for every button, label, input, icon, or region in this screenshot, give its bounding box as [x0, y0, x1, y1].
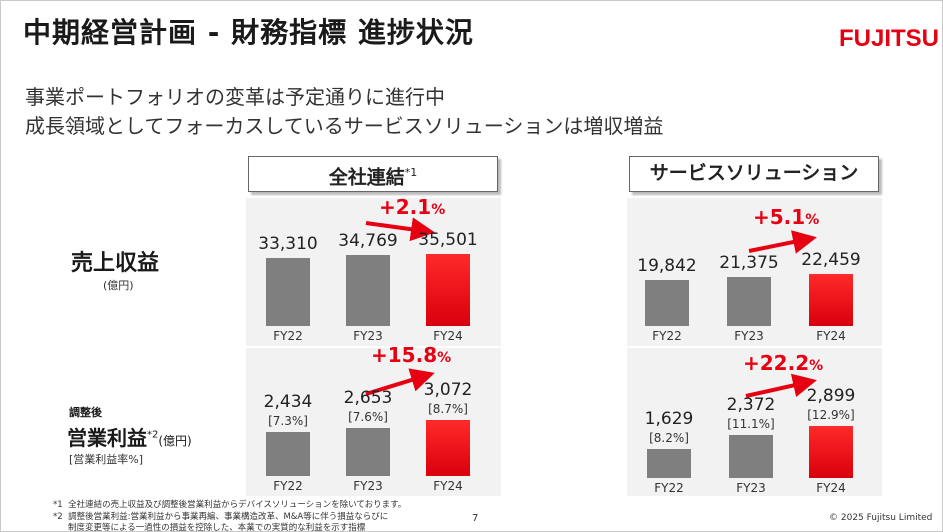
margin-label-service-profit-fy24: [12.9%]	[807, 408, 855, 422]
value-label-consolidated-profit-fy23: 2,653	[343, 388, 393, 408]
growth-arrow-service-profit	[745, 373, 817, 398]
x-label-service-revenue-fy23: FY23	[734, 329, 764, 343]
margin-label-consolidated-profit-fy22: [7.3%]	[268, 414, 308, 428]
value-label-service-revenue-fy24: 22,459	[801, 250, 861, 270]
bar-consolidated-revenue-fy23	[346, 255, 390, 326]
footnote-2-line-2: 制度変更等による一過性の損益を控除した、本業での実質的な利益を示す指標	[68, 523, 366, 532]
section-header-consolidated: 全社連結*1	[248, 156, 498, 192]
value-label-consolidated-revenue-fy22: 33,310	[258, 234, 318, 254]
page-number: 7	[472, 513, 479, 524]
footnote-1-mark: *1	[53, 500, 63, 510]
bar-consolidated-revenue-fy22	[266, 258, 310, 326]
growth-service-revenue-value: +5.1	[753, 205, 806, 229]
growth-service-profit-unit: %	[809, 358, 824, 374]
growth-consolidated-profit-unit: %	[437, 350, 452, 366]
margin-label-consolidated-profit-fy23: [7.6%]	[348, 410, 388, 424]
revenue-label: 売上収益	[71, 251, 160, 276]
x-label-service-revenue-fy24: FY24	[816, 329, 846, 343]
bar-service-revenue-fy24	[809, 274, 853, 326]
x-label-service-profit-fy23: FY23	[736, 481, 766, 495]
margin-label-service-profit-fy23: [11.1%]	[727, 417, 775, 431]
bar-service-profit-fy22	[647, 449, 691, 478]
growth-arrow-consolidated-profit	[365, 368, 435, 396]
growth-consolidated-revenue-value: +2.1	[379, 195, 432, 219]
bar-service-revenue-fy22	[645, 280, 689, 326]
growth-service-profit-value: +22.2	[743, 351, 810, 375]
profit-prefix: 調整後	[69, 406, 102, 419]
section-label-consolidated: 全社連結	[328, 166, 405, 189]
footnote-2-text-1: 調整後営業利益:営業利益から事業再編、事業構造改革、M&A等に伴う損益ならびに	[68, 512, 389, 522]
footnote-1: *1 全社連結の売上収益及び調整後営業利益からデバイスソリューションを除いており…	[53, 498, 406, 510]
x-label-service-revenue-fy22: FY22	[652, 329, 682, 343]
growth-service-revenue-unit: %	[805, 212, 820, 228]
lead-line-1: 事業ポートフォリオの変革は予定通りに進行中	[25, 85, 445, 109]
x-label-consolidated-revenue-fy22: FY22	[273, 329, 303, 343]
revenue-unit: (億円)	[103, 279, 134, 292]
footnote-mark-2: *2	[147, 429, 159, 441]
bar-service-profit-fy24	[809, 426, 853, 478]
growth-arrow-consolidated-revenue	[365, 217, 435, 242]
profit-label: 営業利益	[67, 426, 147, 450]
bar-consolidated-revenue-fy24	[426, 254, 470, 326]
bar-service-profit-fy23	[729, 435, 773, 478]
value-label-service-profit-fy24: 2,899	[806, 386, 856, 406]
section-header-service: サービスソリューション	[629, 156, 879, 192]
margin-label-consolidated-profit-fy24: [8.7%]	[428, 402, 468, 416]
x-label-consolidated-revenue-fy24: FY24	[433, 329, 463, 343]
bar-consolidated-profit-fy23	[346, 428, 390, 476]
value-label-service-profit-fy22: 1,629	[644, 409, 694, 429]
value-label-service-profit-fy23: 2,372	[726, 395, 776, 415]
margin-label-service-profit-fy22: [8.2%]	[649, 431, 689, 445]
value-label-consolidated-profit-fy22: 2,434	[263, 392, 313, 412]
value-label-consolidated-revenue-fy24: 35,501	[418, 230, 478, 250]
growth-consolidated-revenue-unit: %	[431, 202, 446, 218]
footnote-mark-1: *1	[404, 166, 418, 179]
copyright: © 2025 Fujitsu Limited	[829, 513, 933, 523]
value-label-consolidated-profit-fy24: 3,072	[423, 380, 473, 400]
footnote-1-text: 全社連結の売上収益及び調整後営業利益からデバイスソリューションを除いております。	[68, 500, 407, 510]
growth-consolidated-profit: +15.8%	[371, 343, 451, 367]
lead-line-2: 成長領域としてフォーカスしているサービスソリューションは増収増益	[25, 114, 664, 138]
x-label-service-profit-fy24: FY24	[816, 481, 846, 495]
growth-service-profit: +22.2%	[743, 351, 823, 375]
growth-consolidated-profit-value: +15.8	[371, 343, 438, 367]
footnote-2: *2 調整後営業利益:営業利益から事業再編、事業構造改革、M&A等に伴う損益なら…	[53, 510, 388, 522]
growth-consolidated-revenue: +2.1%	[379, 195, 445, 219]
section-label-service: サービスソリューション	[649, 162, 859, 184]
x-label-consolidated-profit-fy24: FY24	[433, 479, 463, 493]
value-label-service-revenue-fy23: 21,375	[719, 253, 779, 273]
bar-service-revenue-fy23	[727, 277, 771, 326]
page-title: 中期経営計画 - 財務指標 進捗状況	[23, 16, 474, 49]
footnote-2-mark: *2	[53, 512, 63, 522]
growth-arrow-service-revenue	[748, 230, 817, 254]
x-label-consolidated-revenue-fy23: FY23	[353, 329, 383, 343]
profit-unit: (億円)	[158, 434, 192, 448]
value-label-service-revenue-fy22: 19,842	[637, 256, 697, 276]
profit-label-group: 営業利益*2(億円)	[67, 422, 192, 451]
bar-consolidated-profit-fy22	[266, 432, 310, 476]
x-label-consolidated-profit-fy23: FY23	[353, 479, 383, 493]
bar-consolidated-profit-fy24	[426, 420, 470, 476]
fujitsu-logo: FUJITSU	[839, 25, 940, 52]
value-label-consolidated-revenue-fy23: 34,769	[338, 231, 398, 251]
profit-margin-label: [営業利益率%]	[69, 453, 144, 466]
x-label-service-profit-fy22: FY22	[654, 481, 684, 495]
growth-service-revenue: +5.1%	[753, 205, 819, 229]
x-label-consolidated-profit-fy22: FY22	[273, 479, 303, 493]
